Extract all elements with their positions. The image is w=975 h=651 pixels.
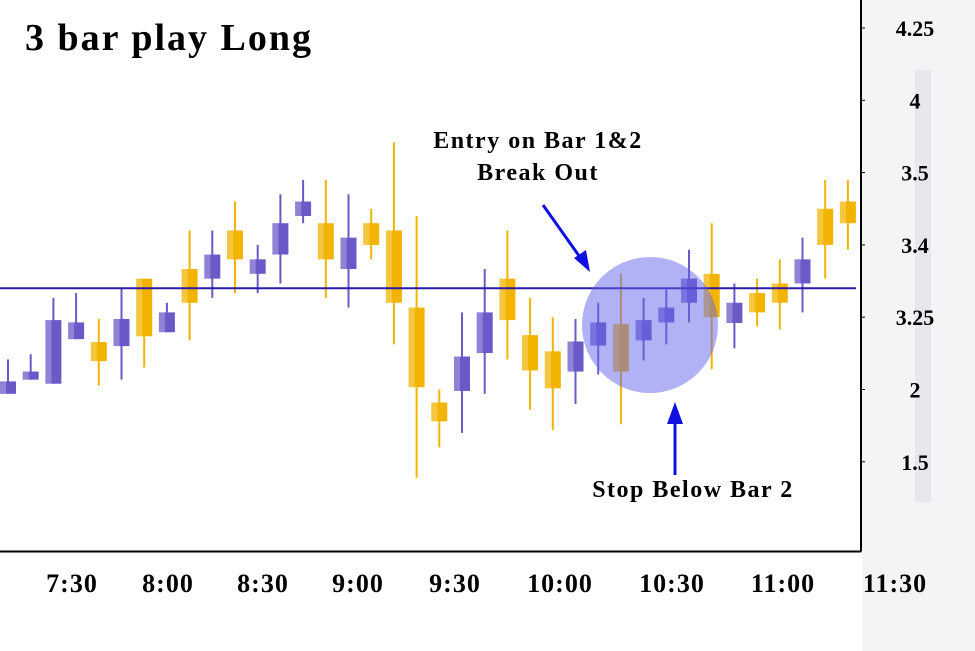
candle-shine: [544, 351, 551, 389]
candle-body: [68, 322, 85, 340]
candle-body: [158, 312, 175, 333]
candle-shine: [476, 312, 483, 354]
y-tick-label: 3.5: [901, 161, 929, 186]
candle-body: [0, 381, 16, 394]
candle-body: [794, 259, 811, 284]
x-tick-label: 11:00: [751, 569, 815, 598]
candle-body: [204, 254, 221, 279]
candle-body: [567, 341, 584, 372]
candle-shine: [317, 223, 324, 260]
candle-body: [90, 342, 107, 362]
x-tick-label: 9:30: [429, 569, 481, 598]
candle-body: [249, 259, 266, 274]
candle-shine: [839, 201, 846, 224]
x-tick-label: 8:30: [237, 569, 289, 598]
annotation: Break Out: [477, 160, 599, 186]
candle-body: [295, 201, 312, 216]
x-tick-label: 8:00: [142, 569, 194, 598]
candle-shine: [385, 230, 392, 303]
candle-shine: [45, 320, 52, 384]
candle-shine: [113, 318, 120, 347]
y-tick-label: 1.5: [901, 450, 929, 475]
candle-shine: [567, 341, 574, 372]
y-tick-label: 3.4: [901, 233, 929, 258]
candle-body: [317, 223, 334, 260]
highlight-circle: [582, 257, 718, 393]
candle-shine: [431, 402, 438, 422]
arrowhead: [667, 402, 683, 424]
x-tick-label: 9:00: [332, 569, 384, 598]
plot: [0, 142, 856, 478]
candle-shine: [158, 312, 165, 333]
candle-body: [227, 230, 243, 260]
candle-shine: [363, 223, 370, 245]
candle-body: [522, 335, 539, 371]
candle-body: [363, 223, 380, 245]
candle-body: [431, 402, 448, 422]
candle-shine: [454, 356, 460, 391]
candle-body: [136, 278, 153, 337]
candle-shine: [272, 223, 279, 255]
candle-shine: [408, 307, 415, 388]
candle-body: [454, 356, 470, 391]
candle-shine: [22, 371, 29, 380]
candle-body: [476, 312, 493, 354]
candle-body: [181, 269, 198, 303]
candle-body: [385, 230, 402, 303]
candle-shine: [0, 381, 6, 394]
candle-body: [22, 371, 39, 380]
candle-shine: [771, 283, 778, 303]
candle-shine: [136, 278, 143, 337]
y-tick-label: 4: [910, 88, 921, 113]
candle-shine: [249, 259, 256, 274]
candle-shine: [749, 293, 756, 313]
candle-shine: [340, 237, 347, 269]
axis-strip: [915, 70, 931, 502]
annotation: Entry on Bar 1&2: [433, 128, 643, 154]
arrowhead: [574, 250, 590, 272]
candle-shine: [227, 230, 233, 260]
candle-shine: [68, 322, 75, 340]
candle-body: [726, 302, 743, 323]
x-tick-label: 10:30: [639, 569, 705, 598]
candle-shine: [90, 342, 97, 362]
candle-shine: [817, 208, 824, 245]
annotation: Stop Below Bar 2: [592, 477, 794, 503]
x-tick-label: 7:30: [46, 569, 98, 598]
candle-body: [839, 201, 856, 224]
candle-shine: [499, 278, 506, 321]
candle-body: [817, 208, 834, 245]
candle-body: [340, 237, 357, 269]
y-tick-label: 2: [910, 378, 921, 403]
y-tick-label: 4.25: [896, 16, 935, 41]
candle-shine: [794, 259, 801, 284]
candle-shine: [181, 269, 188, 303]
candle-body: [113, 318, 130, 347]
candle-body: [749, 293, 766, 313]
chart-title: 3 bar play Long: [25, 17, 313, 59]
candle-shine: [522, 335, 529, 371]
candle-body: [45, 320, 62, 384]
candle-shine: [295, 201, 302, 216]
candle-shine: [204, 254, 211, 279]
candle-body: [408, 307, 425, 388]
candle-shine: [726, 302, 733, 323]
y-tick-label: 3.25: [896, 305, 935, 330]
x-tick-label: 10:00: [527, 569, 593, 598]
x-tick-label: 11:30: [863, 569, 927, 598]
candle-body: [272, 223, 289, 255]
candle-body: [544, 351, 561, 389]
arrow: [541, 204, 584, 261]
